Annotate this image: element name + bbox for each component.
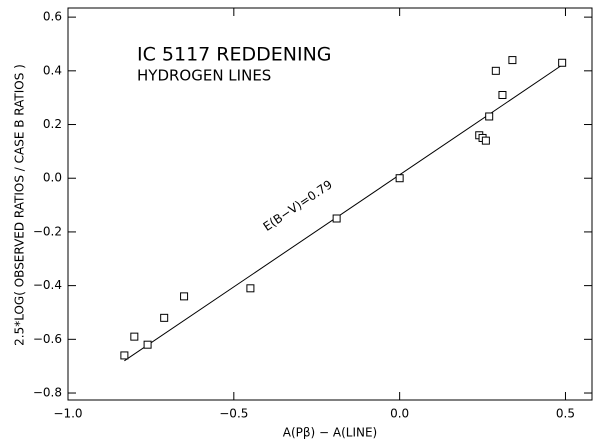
- x-tick-label: −1.0: [53, 407, 82, 421]
- data-point: [120, 351, 129, 360]
- data-point: [180, 292, 189, 301]
- y-tick-label: −0.4: [33, 278, 62, 292]
- data-point: [130, 332, 139, 341]
- annotation-subtitle: HYDROGEN LINES: [137, 67, 271, 85]
- x-tick-label: 0.0: [390, 407, 409, 421]
- data-point: [485, 112, 494, 121]
- data-point: [332, 214, 341, 223]
- y-tick-label: 0.0: [43, 171, 62, 185]
- x-axis-label: A(Pβ) − A(LINE): [283, 426, 378, 440]
- data-point: [558, 58, 567, 67]
- y-tick-label: 0.6: [43, 10, 62, 24]
- data-point: [508, 56, 517, 65]
- fit-annotation: E(B−V)=0.79: [261, 177, 335, 233]
- y-axis-label: 2.5*LOG( OBSERVED RATIOS / CASE B RATIOS…: [13, 64, 27, 346]
- data-point: [246, 284, 255, 293]
- plot-frame: [67, 7, 593, 401]
- data-point: [143, 340, 152, 349]
- y-tick-label: −0.6: [33, 332, 62, 346]
- y-tick-label: −0.8: [33, 386, 62, 400]
- data-point: [481, 136, 490, 145]
- annotation-title: IC 5117 REDDENING: [137, 44, 332, 66]
- y-tick-label: 0.2: [43, 117, 62, 131]
- data-point: [491, 66, 500, 75]
- x-tick-label: 0.5: [556, 407, 575, 421]
- data-point: [395, 174, 404, 183]
- y-tick-label: −0.2: [33, 224, 62, 238]
- y-tick-label: 0.4: [43, 63, 62, 77]
- data-point: [498, 90, 507, 99]
- fit-line: [124, 62, 566, 362]
- x-tick-label: −0.5: [219, 407, 248, 421]
- data-point: [160, 313, 169, 322]
